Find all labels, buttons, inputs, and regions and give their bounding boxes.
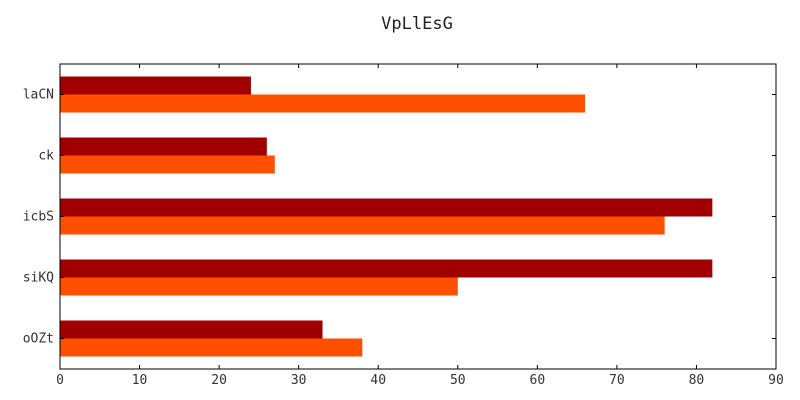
y-tick-label: icbS	[23, 210, 54, 225]
y-tick-label: laCN	[23, 88, 54, 103]
x-tick-label: 20	[211, 373, 227, 388]
bar-icbS-series-1	[60, 198, 713, 217]
x-tick-label: 80	[689, 373, 705, 388]
y-tick-label: siKQ	[23, 271, 54, 286]
x-tick-label: 50	[450, 373, 466, 388]
bar-siKQ-series-1	[60, 259, 713, 278]
bar-icbS-series-2	[60, 216, 665, 235]
x-tick-label: 70	[609, 373, 625, 388]
bar-laCN-series-1	[60, 76, 251, 95]
chart-title: VpLlEsG	[381, 14, 453, 34]
bars-group	[60, 76, 713, 357]
y-tick-label: ck	[38, 149, 54, 164]
x-tick-label: 10	[132, 373, 148, 388]
tick-labels-group: laCN ck icbS siKQ oOZt 0 10 20 30 40 50 60 70 80 90	[23, 88, 784, 389]
x-tick-label: 0	[56, 373, 64, 388]
bar-oOZt-series-2	[60, 338, 363, 357]
bar-ck-series-2	[60, 155, 275, 174]
bar-siKQ-series-2	[60, 277, 458, 296]
x-tick-label: 60	[530, 373, 546, 388]
ticks-group	[59, 64, 777, 369]
x-tick-label: 40	[370, 373, 386, 388]
x-tick-label: 30	[291, 373, 307, 388]
x-tick-label: 90	[768, 373, 784, 388]
y-tick-label: oOZt	[23, 332, 54, 347]
bar-ck-series-1	[60, 137, 267, 156]
bar-laCN-series-2	[60, 94, 586, 113]
bar-oOZt-series-1	[60, 320, 323, 339]
